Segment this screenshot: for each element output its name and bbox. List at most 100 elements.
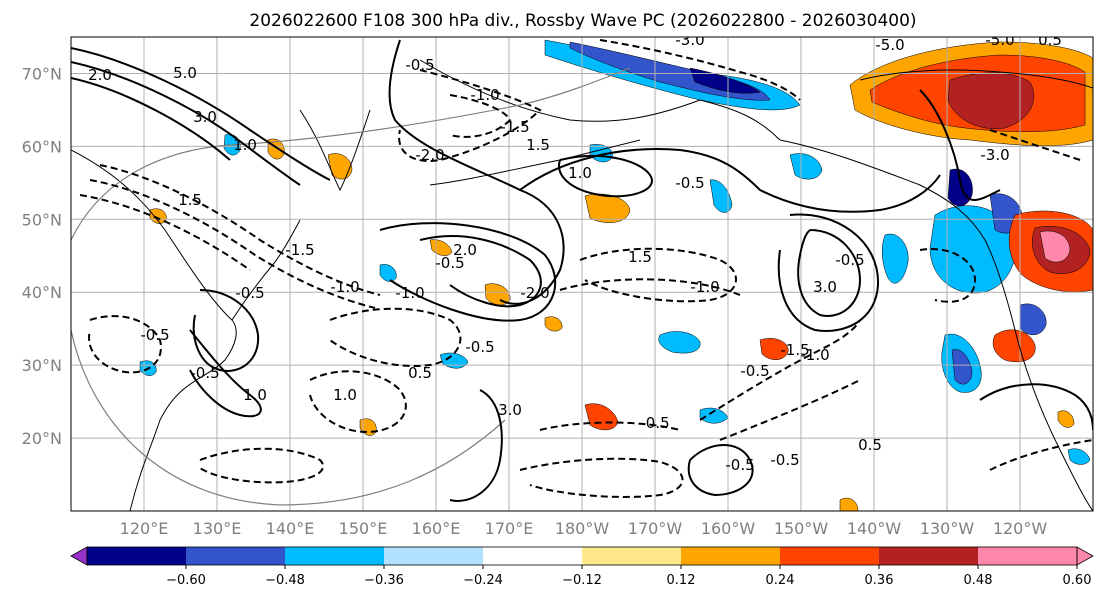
contour-label: 2.0 xyxy=(453,241,477,259)
divergence-patch xyxy=(379,264,397,282)
contour-label: -0.5 xyxy=(640,414,669,432)
colorbar-tick-label: 0.36 xyxy=(865,573,894,588)
contour-pos-south-2 xyxy=(449,389,503,502)
colorbar-segment xyxy=(483,547,582,565)
latitude-labels: 70°N 60°N 50°N 40°N 30°N 20°N xyxy=(22,64,62,448)
contour-label: -5.0 xyxy=(875,36,904,54)
divergence-patch xyxy=(759,338,789,360)
longitude-tick-label: 140°E xyxy=(266,519,315,538)
contour-label: -2.0 xyxy=(520,284,549,302)
contour-label: -1.0 xyxy=(470,86,499,104)
longitude-tick-label: 160°W xyxy=(701,519,756,538)
longitude-tick-label: 120°W xyxy=(993,519,1048,538)
contour-label: -1.0 xyxy=(690,278,719,296)
divergence-patch xyxy=(929,205,1016,294)
contour-neg-center-1 xyxy=(329,307,462,367)
longitude-tick-label: 150°E xyxy=(339,519,388,538)
contour-pos-se xyxy=(979,383,1093,431)
map-panel: 2.0 5.03.01.01.5-0.5-1.0-1.5-2.0-3.0 -5.0 0… xyxy=(70,31,1094,512)
divergence-patch xyxy=(327,153,353,180)
latitude-tick-label: 40°N xyxy=(22,283,62,302)
latitude-tick-label: 60°N xyxy=(22,137,62,156)
colorbar-tick-label: −0.60 xyxy=(166,573,206,588)
contour-neg-east-1 xyxy=(579,247,737,303)
longitude-tick-label: 130°E xyxy=(193,519,242,538)
contour-label: -1.0 xyxy=(395,284,424,302)
colorbar-extend-max xyxy=(1076,546,1094,566)
longitude-tick-label: 170°E xyxy=(485,519,534,538)
colorbar-ticks: −0.60 −0.48 −0.36 −0.24 −0.12 0.12 0.24 0.36 0.4… xyxy=(166,565,1091,588)
contour-neg-center-2 xyxy=(309,370,407,434)
coastline-arctic xyxy=(859,69,1093,89)
divergence-patch xyxy=(881,233,909,284)
contour-label: 1.5 xyxy=(628,248,652,266)
colorbar-tick-label: −0.12 xyxy=(562,573,602,588)
divergence-patch xyxy=(951,349,973,385)
contour-label: -1.0 xyxy=(330,278,359,296)
latitude-tick-label: 20°N xyxy=(22,429,62,448)
divergence-patch xyxy=(1019,303,1047,335)
contour-label: -0.5 xyxy=(435,254,464,272)
colorbar-tick-label: 0.12 xyxy=(667,573,696,588)
colorbar-tick-label: 0.48 xyxy=(964,573,993,588)
colorbar-tick-label: −0.24 xyxy=(463,573,503,588)
contour-pos-nw xyxy=(71,47,331,181)
longitude-tick-label: 130°W xyxy=(920,519,975,538)
colorbar-segments xyxy=(70,546,1094,566)
divergence-patch xyxy=(992,329,1036,363)
divergence-patch xyxy=(1057,410,1075,428)
graticule xyxy=(71,37,1093,511)
contour-pos-south-1 xyxy=(687,444,754,497)
colorbar-segment xyxy=(681,547,780,565)
coastline-north-america xyxy=(779,139,1093,511)
contour-pos-east-2 xyxy=(777,213,880,332)
contour-label: 0.5 xyxy=(408,364,432,382)
longitude-tick-label: 170°W xyxy=(628,519,683,538)
latitude-tick-label: 30°N xyxy=(22,356,62,375)
contour-neg-southwest xyxy=(199,447,324,484)
contour-neg-south-2 xyxy=(519,457,684,498)
contour-label: 1.0 xyxy=(333,386,357,404)
contour-pos-central-1 xyxy=(419,235,542,308)
contour-pos-west-loop xyxy=(192,289,260,372)
contour-pos-southwest xyxy=(189,329,262,418)
contour-label: 0.5 xyxy=(858,436,882,454)
contour-neg-north-1 xyxy=(398,69,542,162)
contour-label: -0.5 xyxy=(405,56,434,74)
coastline-asia xyxy=(71,149,237,511)
contour-label: 2.0 xyxy=(88,66,112,84)
contour-neg-nw-1 xyxy=(99,164,381,296)
contour-label: 1.5 xyxy=(178,191,202,209)
colorbar-tick-label: −0.36 xyxy=(364,573,404,588)
colorbar-segment xyxy=(582,547,681,565)
contour-neg-far-east-2 xyxy=(919,248,977,303)
divergence-patch xyxy=(1039,230,1071,263)
contour-label: -3.0 xyxy=(675,31,704,49)
contour-neg-west-1 xyxy=(88,315,162,374)
contour-pos-central-2 xyxy=(379,222,557,322)
contour-label: 5.0 xyxy=(173,64,197,82)
divergence-patch xyxy=(947,72,1035,130)
contour-neg-south-1 xyxy=(539,421,681,431)
coastline-alaska xyxy=(419,59,781,141)
divergence-patch xyxy=(484,283,511,306)
divergence-patch xyxy=(1067,448,1091,465)
figure-title: 2026022600 F108 300 hPa div., Rossby Wav… xyxy=(249,11,916,31)
contour-label: -1.0 xyxy=(800,346,829,364)
contour-label: -0.5 xyxy=(770,451,799,469)
contour-label: -0.5 xyxy=(740,362,769,380)
colorbar-tick-label: 0.60 xyxy=(1063,573,1092,588)
contour-label: 3.0 xyxy=(498,401,522,419)
rossby-pc-contours xyxy=(71,39,1093,502)
colorbar-segment xyxy=(384,547,483,565)
contour-label: -0.5 xyxy=(675,174,704,192)
divergence-patch xyxy=(689,67,761,94)
colorbar-segment xyxy=(186,547,285,565)
contour-label: -0.5 xyxy=(190,364,219,382)
contour-neg-arctic xyxy=(599,39,801,101)
divergence-patch xyxy=(544,316,563,332)
colorbar-tick-label: 0.24 xyxy=(766,573,795,588)
coastline-kamchatka xyxy=(299,109,371,192)
map-frame xyxy=(70,36,1094,512)
contour-label: -0.5 xyxy=(235,284,264,302)
